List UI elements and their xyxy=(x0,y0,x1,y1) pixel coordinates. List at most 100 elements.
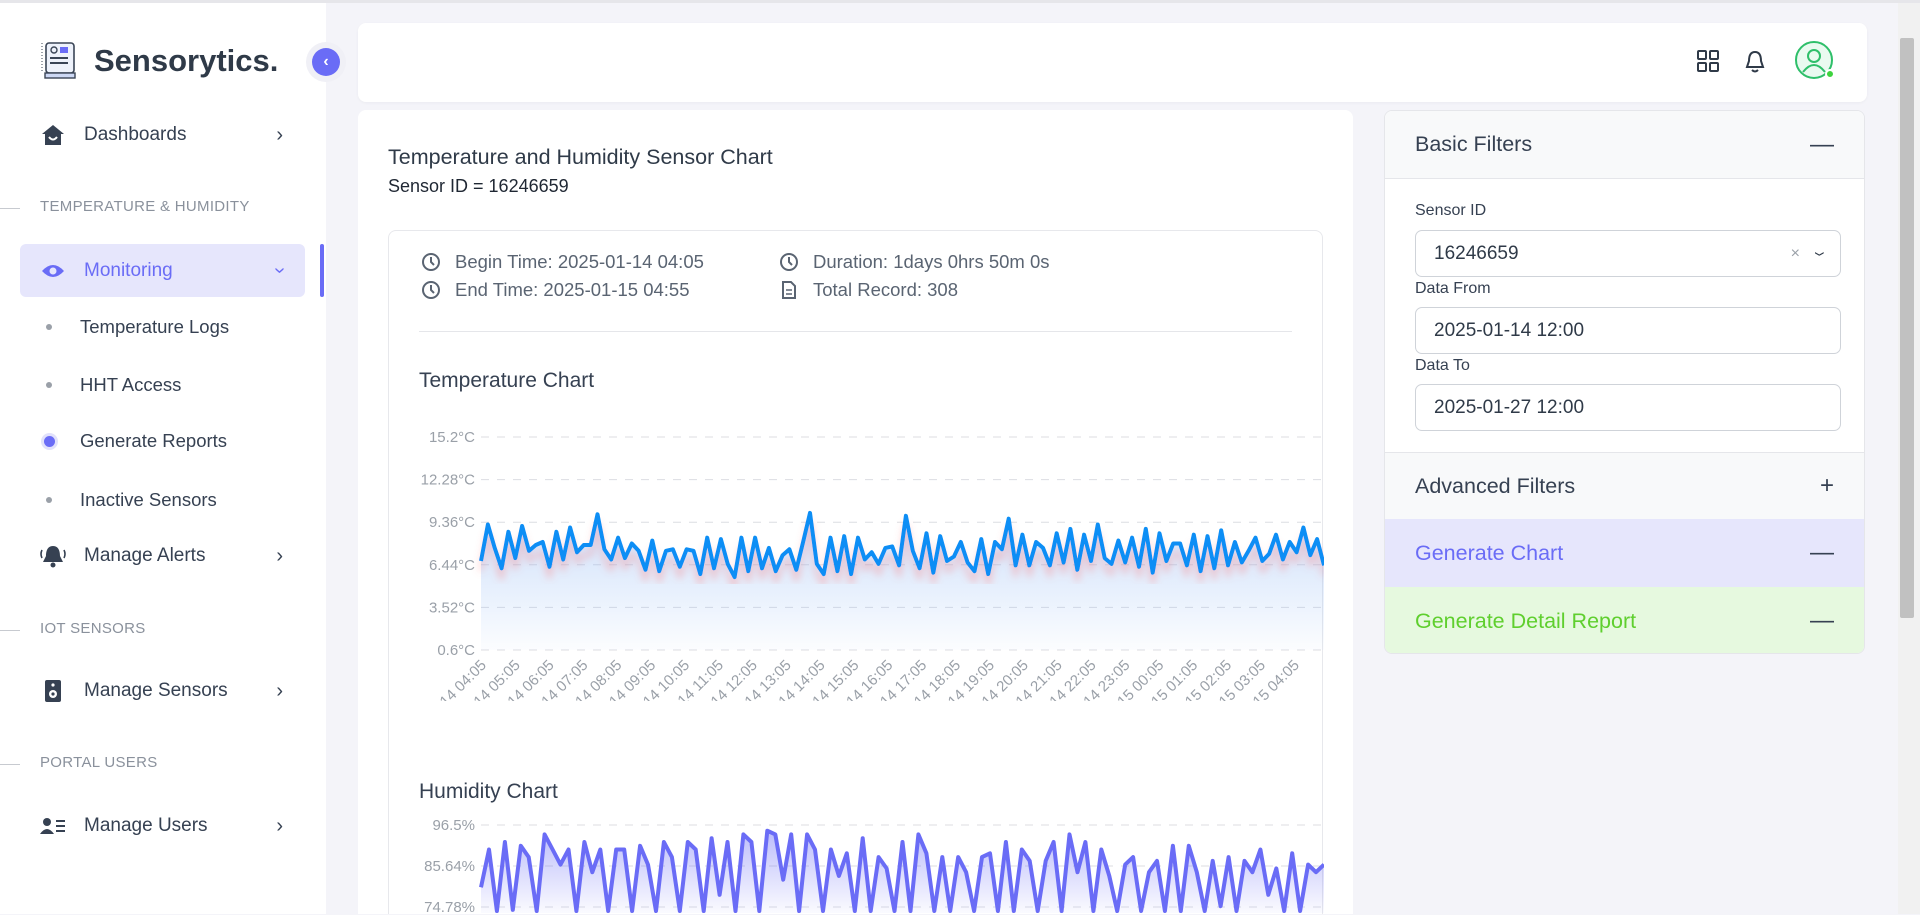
generate-detail-report-label: Generate Detail Report xyxy=(1415,608,1637,633)
chevron-right-icon: › xyxy=(276,814,283,837)
sidebar-item-monitoring[interactable]: Monitoring › xyxy=(20,244,305,297)
divider xyxy=(419,331,1292,332)
series-line xyxy=(479,510,1324,580)
sidebar: Sensorytics. ‹ Dashboards › TEMPERATURE … xyxy=(0,3,340,914)
generate-chart-label: Generate Chart xyxy=(1415,540,1564,565)
section-label-iot: IOT SENSORS xyxy=(40,620,146,637)
section-label-portal: PORTAL USERS xyxy=(40,754,158,771)
duration-text: Duration: 1days 0hrs 50m 0s xyxy=(813,251,1050,272)
section-divider xyxy=(0,764,20,765)
top-header xyxy=(358,23,1867,102)
brand-logo[interactable]: Sensorytics. xyxy=(40,39,278,83)
basic-filters-title: Basic Filters xyxy=(1415,132,1533,156)
sensor-id-line: Sensor ID = 16246659 xyxy=(388,176,569,196)
y-tick-label: 15.2°C xyxy=(429,429,475,446)
y-tick-label: 6.44°C xyxy=(429,557,475,574)
sidebar-item-manage-alerts[interactable]: Manage Alerts › xyxy=(20,530,305,582)
basic-filters-header[interactable]: Basic Filters — xyxy=(1385,111,1864,179)
data-to-input[interactable]: 2025-01-27 12:00 xyxy=(1415,384,1841,431)
sidebar-item-label: Dashboards xyxy=(84,124,187,145)
apps-grid-icon[interactable] xyxy=(1696,49,1720,73)
chart-info-box: Begin Time: 2025-01-14 04:05 End Time: 2… xyxy=(388,230,1324,915)
minus-icon[interactable]: — xyxy=(1810,607,1834,634)
chevron-right-icon: › xyxy=(276,123,283,146)
y-tick-label: 85.64% xyxy=(424,858,475,875)
y-tick-label: 74.78% xyxy=(424,899,475,915)
clock-icon xyxy=(780,253,798,271)
data-to-label: Data To xyxy=(1415,357,1470,374)
clock-icon xyxy=(422,253,440,271)
sensor-id-label: Sensor ID xyxy=(1415,202,1487,219)
speaker-sensor-icon xyxy=(40,679,66,703)
humidity-chart: 96.5% 85.64% 74.78% xyxy=(424,817,1324,915)
y-tick-label: 12.28°C xyxy=(421,472,476,489)
chevron-down-icon: › xyxy=(269,267,292,274)
begin-time: Begin Time: 2025-01-14 04:05 xyxy=(421,251,704,273)
active-indicator xyxy=(320,244,324,297)
sidebar-item-label: Temperature Logs xyxy=(80,316,230,337)
duration: Duration: 1days 0hrs 50m 0s xyxy=(779,251,1050,273)
home-icon xyxy=(40,123,66,147)
user-avatar[interactable] xyxy=(1794,40,1835,80)
chevron-right-icon: › xyxy=(276,679,283,702)
section-divider xyxy=(0,630,20,631)
minus-icon[interactable]: — xyxy=(1810,539,1834,566)
page-title: Temperature and Humidity Sensor Chart xyxy=(388,145,773,169)
y-tick-label: 9.36°C xyxy=(429,514,475,531)
area-fill xyxy=(481,830,1324,913)
sidebar-item-label: Manage Sensors xyxy=(84,680,228,701)
temperature-chart: 15.2°C12.28°C9.36°C6.44°C3.52°C0.6°C2025… xyxy=(394,429,1324,701)
window-top-border xyxy=(0,0,1920,3)
humidity-chart-title: Humidity Chart xyxy=(419,780,558,803)
bell-icon[interactable] xyxy=(1743,49,1767,75)
sidebar-subitem-hht-access[interactable]: HHT Access xyxy=(46,374,181,396)
minus-icon[interactable]: — xyxy=(1810,130,1834,158)
users-list-icon xyxy=(40,814,66,838)
data-from-input[interactable]: 2025-01-14 12:00 xyxy=(1415,307,1841,354)
section-label-temperature: TEMPERATURE & HUMIDITY xyxy=(40,198,250,215)
sensor-id-value: 16246659 xyxy=(1434,242,1519,264)
begin-time-text: Begin Time: 2025-01-14 04:05 xyxy=(455,251,704,272)
collapse-sidebar-button[interactable]: ‹ xyxy=(312,48,340,76)
sensor-device-icon xyxy=(41,42,76,79)
sidebar-item-label: Manage Users xyxy=(84,815,208,836)
sidebar-item-label: Generate Reports xyxy=(80,430,228,451)
sensor-id-select[interactable]: 16246659 × › xyxy=(1415,230,1841,277)
sidebar-subitem-inactive-sensors[interactable]: Inactive Sensors xyxy=(46,489,217,511)
sidebar-subitem-temperature-logs[interactable]: Temperature Logs xyxy=(46,316,229,338)
generate-chart-button[interactable]: Generate Chart — xyxy=(1385,519,1864,587)
generate-detail-report-button[interactable]: Generate Detail Report — xyxy=(1385,587,1864,653)
bullet-icon xyxy=(46,324,52,330)
scrollbar-thumb[interactable] xyxy=(1900,38,1914,618)
chevron-left-icon: ‹ xyxy=(323,53,329,70)
sidebar-item-dashboards[interactable]: Dashboards › xyxy=(20,109,305,161)
data-from-label: Data From xyxy=(1415,280,1491,297)
sidebar-item-manage-sensors[interactable]: Manage Sensors › xyxy=(20,665,305,717)
chevron-down-icon[interactable]: › xyxy=(1808,251,1835,256)
series-line xyxy=(479,828,1324,913)
user-icon xyxy=(1795,41,1833,79)
clock-icon xyxy=(422,281,440,299)
online-status-dot xyxy=(1825,69,1835,79)
advanced-filters-title: Advanced Filters xyxy=(1415,473,1576,498)
sidebar-item-manage-users[interactable]: Manage Users › xyxy=(20,800,305,852)
end-time-text: End Time: 2025-01-15 04:55 xyxy=(455,279,690,300)
bullet-icon xyxy=(46,382,52,388)
section-divider xyxy=(0,208,20,209)
sidebar-item-label: Manage Alerts xyxy=(84,545,206,566)
app-name: Sensorytics. xyxy=(94,43,279,78)
sidebar-subitem-generate-reports[interactable]: Generate Reports xyxy=(44,430,228,452)
bell-alert-icon xyxy=(40,544,66,568)
clear-icon[interactable]: × xyxy=(1790,244,1800,262)
end-time: End Time: 2025-01-15 04:55 xyxy=(421,279,690,301)
chart-card: Temperature and Humidity Sensor Chart Se… xyxy=(358,110,1353,915)
filters-panel: Basic Filters — Sensor ID 16246659 × › Data… xyxy=(1384,110,1865,654)
data-from-value: 2025-01-14 12:00 xyxy=(1434,319,1585,341)
advanced-filters-header[interactable]: Advanced Filters + xyxy=(1385,452,1864,519)
total-record-text: Total Record: 308 xyxy=(813,279,959,300)
data-to-value: 2025-01-27 12:00 xyxy=(1434,396,1585,418)
y-tick-label: 0.6°C xyxy=(437,642,475,659)
temperature-chart-title: Temperature Chart xyxy=(419,369,595,392)
plus-icon[interactable]: + xyxy=(1819,472,1834,499)
bullet-active-icon xyxy=(44,435,55,447)
